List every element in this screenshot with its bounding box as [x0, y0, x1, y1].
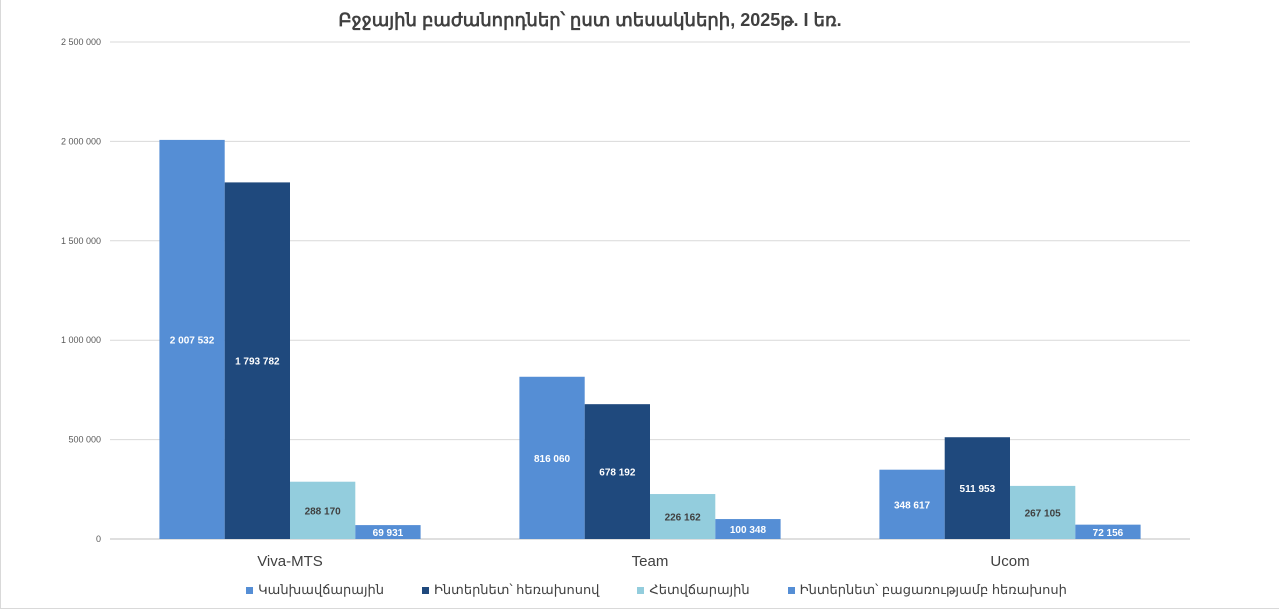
y-tick-label: 0 — [96, 534, 101, 544]
bar-data-label: 72 156 — [1093, 528, 1124, 539]
bar-data-label: 1 793 782 — [235, 357, 280, 368]
bar — [224, 182, 290, 540]
bar — [584, 404, 650, 539]
bar — [944, 437, 1010, 539]
chart-legend: Կանխավճարային Ինտերնետ՝ հեռախոսով Հետվճարա… — [0, 582, 1280, 598]
bar-data-label: 288 170 — [305, 506, 342, 517]
legend-entry: Ինտերնետ՝ հեռախոսով — [421, 582, 600, 598]
x-tick-label: Viva-MTS — [257, 553, 323, 570]
legend-swatch — [421, 586, 429, 594]
legend-label: Ինտերնետ՝ բացառությամբ հեռախոսի — [799, 582, 1067, 597]
bar — [519, 376, 585, 539]
bar-data-label: 511 953 — [960, 484, 996, 495]
bar-chart: 0 500 000 1 000 000 1 500 000 2 000 000 2 500… — [61, 37, 1190, 570]
y-tick-label: 1 500 000 — [61, 236, 101, 246]
x-tick-label: Team — [632, 553, 669, 570]
legend-swatch — [787, 586, 795, 594]
y-tick-label: 1 000 000 — [61, 335, 101, 345]
bar-data-label: 816 060 — [534, 454, 571, 465]
bar-data-label: 226 162 — [665, 513, 702, 524]
bar — [1010, 485, 1076, 539]
bar — [159, 139, 225, 539]
bar-data-label: 678 192 — [599, 468, 636, 479]
bar — [650, 494, 716, 539]
legend-entry: Կանխավճարային — [246, 582, 384, 598]
chart-title: Բջջային բաժանորդներ՝ ըստ տեսակների, 2025… — [338, 10, 842, 30]
legend-label: Ինտերնետ՝ հեռախոսով — [433, 582, 600, 597]
y-tick-label: 2 500 000 — [61, 37, 101, 47]
x-tick-label: Ucom — [990, 553, 1029, 570]
y-tick-label: 500 000 — [68, 435, 101, 445]
legend-label: Կանխավճարային — [258, 582, 384, 597]
legend-swatch — [637, 586, 645, 594]
bar — [290, 481, 356, 539]
bar-data-label: 2 007 532 — [170, 335, 215, 346]
legend-swatch — [246, 586, 254, 594]
bar — [1075, 524, 1141, 539]
bar-data-label: 348 617 — [894, 500, 931, 511]
legend-label: Հետվճարային — [649, 582, 750, 597]
legend-entry: Հետվճարային — [637, 582, 750, 598]
legend-entry: Ինտերնետ՝ բացառությամբ հեռախոսի — [787, 582, 1067, 598]
bar-data-label: 69 931 — [373, 528, 404, 539]
bar-data-label: 100 348 — [730, 525, 767, 536]
y-tick-label: 2 000 000 — [61, 136, 101, 146]
bar — [715, 519, 781, 539]
bar — [879, 469, 945, 539]
bar — [355, 525, 421, 539]
bar-data-label: 267 105 — [1025, 508, 1062, 519]
